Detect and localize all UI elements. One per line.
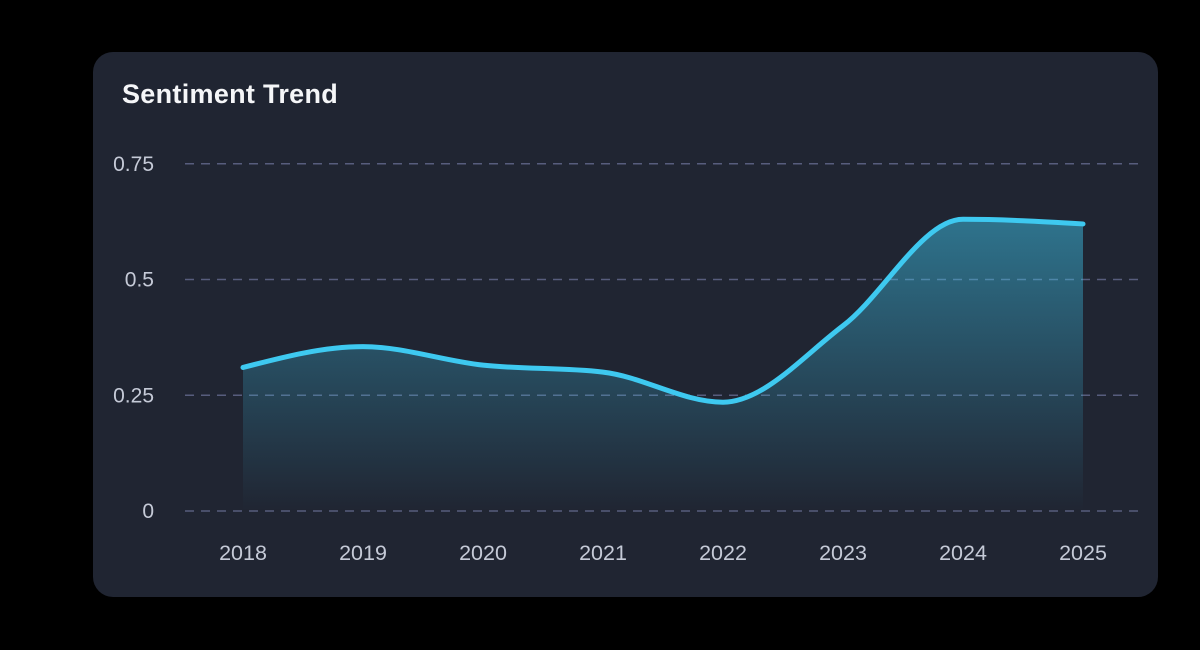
x-tick-label: 2023 <box>819 541 867 565</box>
y-tick-label: 0 <box>142 500 154 523</box>
sentiment-trend-chart: 0 0.25 0.5 0.75 2018 2019 2020 2021 2022 2023 2024… <box>113 153 1140 565</box>
y-tick-label: 0.5 <box>125 269 154 292</box>
y-tick-label: 0.75 <box>113 153 154 176</box>
x-tick-label: 2024 <box>939 541 987 565</box>
x-tick-label: 2021 <box>579 541 627 565</box>
x-tick-label: 2025 <box>1059 541 1107 565</box>
trend-line <box>240 216 1086 405</box>
x-tick-label: 2019 <box>339 541 387 565</box>
sentiment-trend-card: 0 0.25 0.5 0.75 2018 2019 2020 2021 2022 2023 2024… <box>93 52 1158 597</box>
area-fill <box>243 219 1083 511</box>
y-tick-label: 0.25 <box>113 384 154 407</box>
x-tick-label: 2022 <box>699 541 747 565</box>
chart-title: Sentiment Trend <box>122 79 339 109</box>
x-tick-label: 2018 <box>219 541 267 565</box>
x-tick-label: 2020 <box>459 541 507 565</box>
